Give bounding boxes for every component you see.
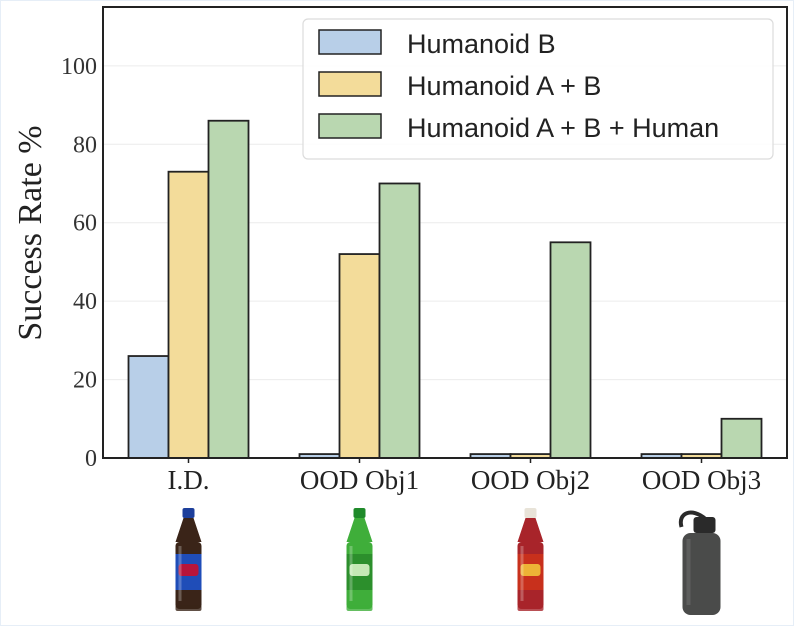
bar — [378, 182, 421, 459]
y-tick-label: 100 — [61, 54, 97, 80]
legend-label: Humanoid B — [407, 29, 556, 59]
x-tick-label: OOD Obj2 — [471, 465, 590, 495]
pepsi-bottle-icon — [175, 508, 202, 611]
y-tick-label: 40 — [73, 289, 97, 315]
legend-label: Humanoid A + B — [407, 71, 601, 101]
bar — [338, 253, 381, 459]
legend-label: Humanoid A + B + Human — [407, 113, 719, 143]
y-tick-label: 60 — [73, 211, 97, 237]
water-bottle-icon — [678, 510, 721, 615]
y-tick-labels: 0 20 40 60 80 100 — [61, 54, 97, 472]
bar — [549, 241, 592, 459]
legend-swatch — [318, 113, 382, 139]
legend-swatch — [318, 29, 382, 55]
bar — [127, 355, 170, 459]
axes — [102, 6, 788, 459]
bar — [720, 417, 763, 459]
legend: Humanoid B Humanoid A + B Humanoid A + B +… — [302, 18, 774, 160]
y-tick-label: 20 — [73, 368, 97, 394]
y-tick-label: 0 — [85, 446, 97, 472]
x-tick-labels: I.D. OOD Obj1 OOD Obj2 OOD Obj3 — [168, 458, 761, 495]
green-soda-bottle-icon — [346, 508, 373, 611]
object-images — [175, 508, 721, 615]
legend-box — [302, 18, 774, 160]
x-tick-label: I.D. — [168, 465, 210, 495]
plot-frame — [102, 6, 788, 459]
red-soda-bottle-icon — [517, 508, 544, 611]
x-tick-label: OOD Obj3 — [642, 465, 761, 495]
legend-swatch — [318, 71, 382, 97]
bar — [167, 170, 210, 459]
bar — [207, 119, 250, 459]
bars — [127, 119, 763, 459]
y-tick-label: 80 — [73, 132, 97, 158]
x-tick-label: OOD Obj1 — [300, 465, 419, 495]
y-axis-label: Success Rate % — [12, 125, 49, 340]
